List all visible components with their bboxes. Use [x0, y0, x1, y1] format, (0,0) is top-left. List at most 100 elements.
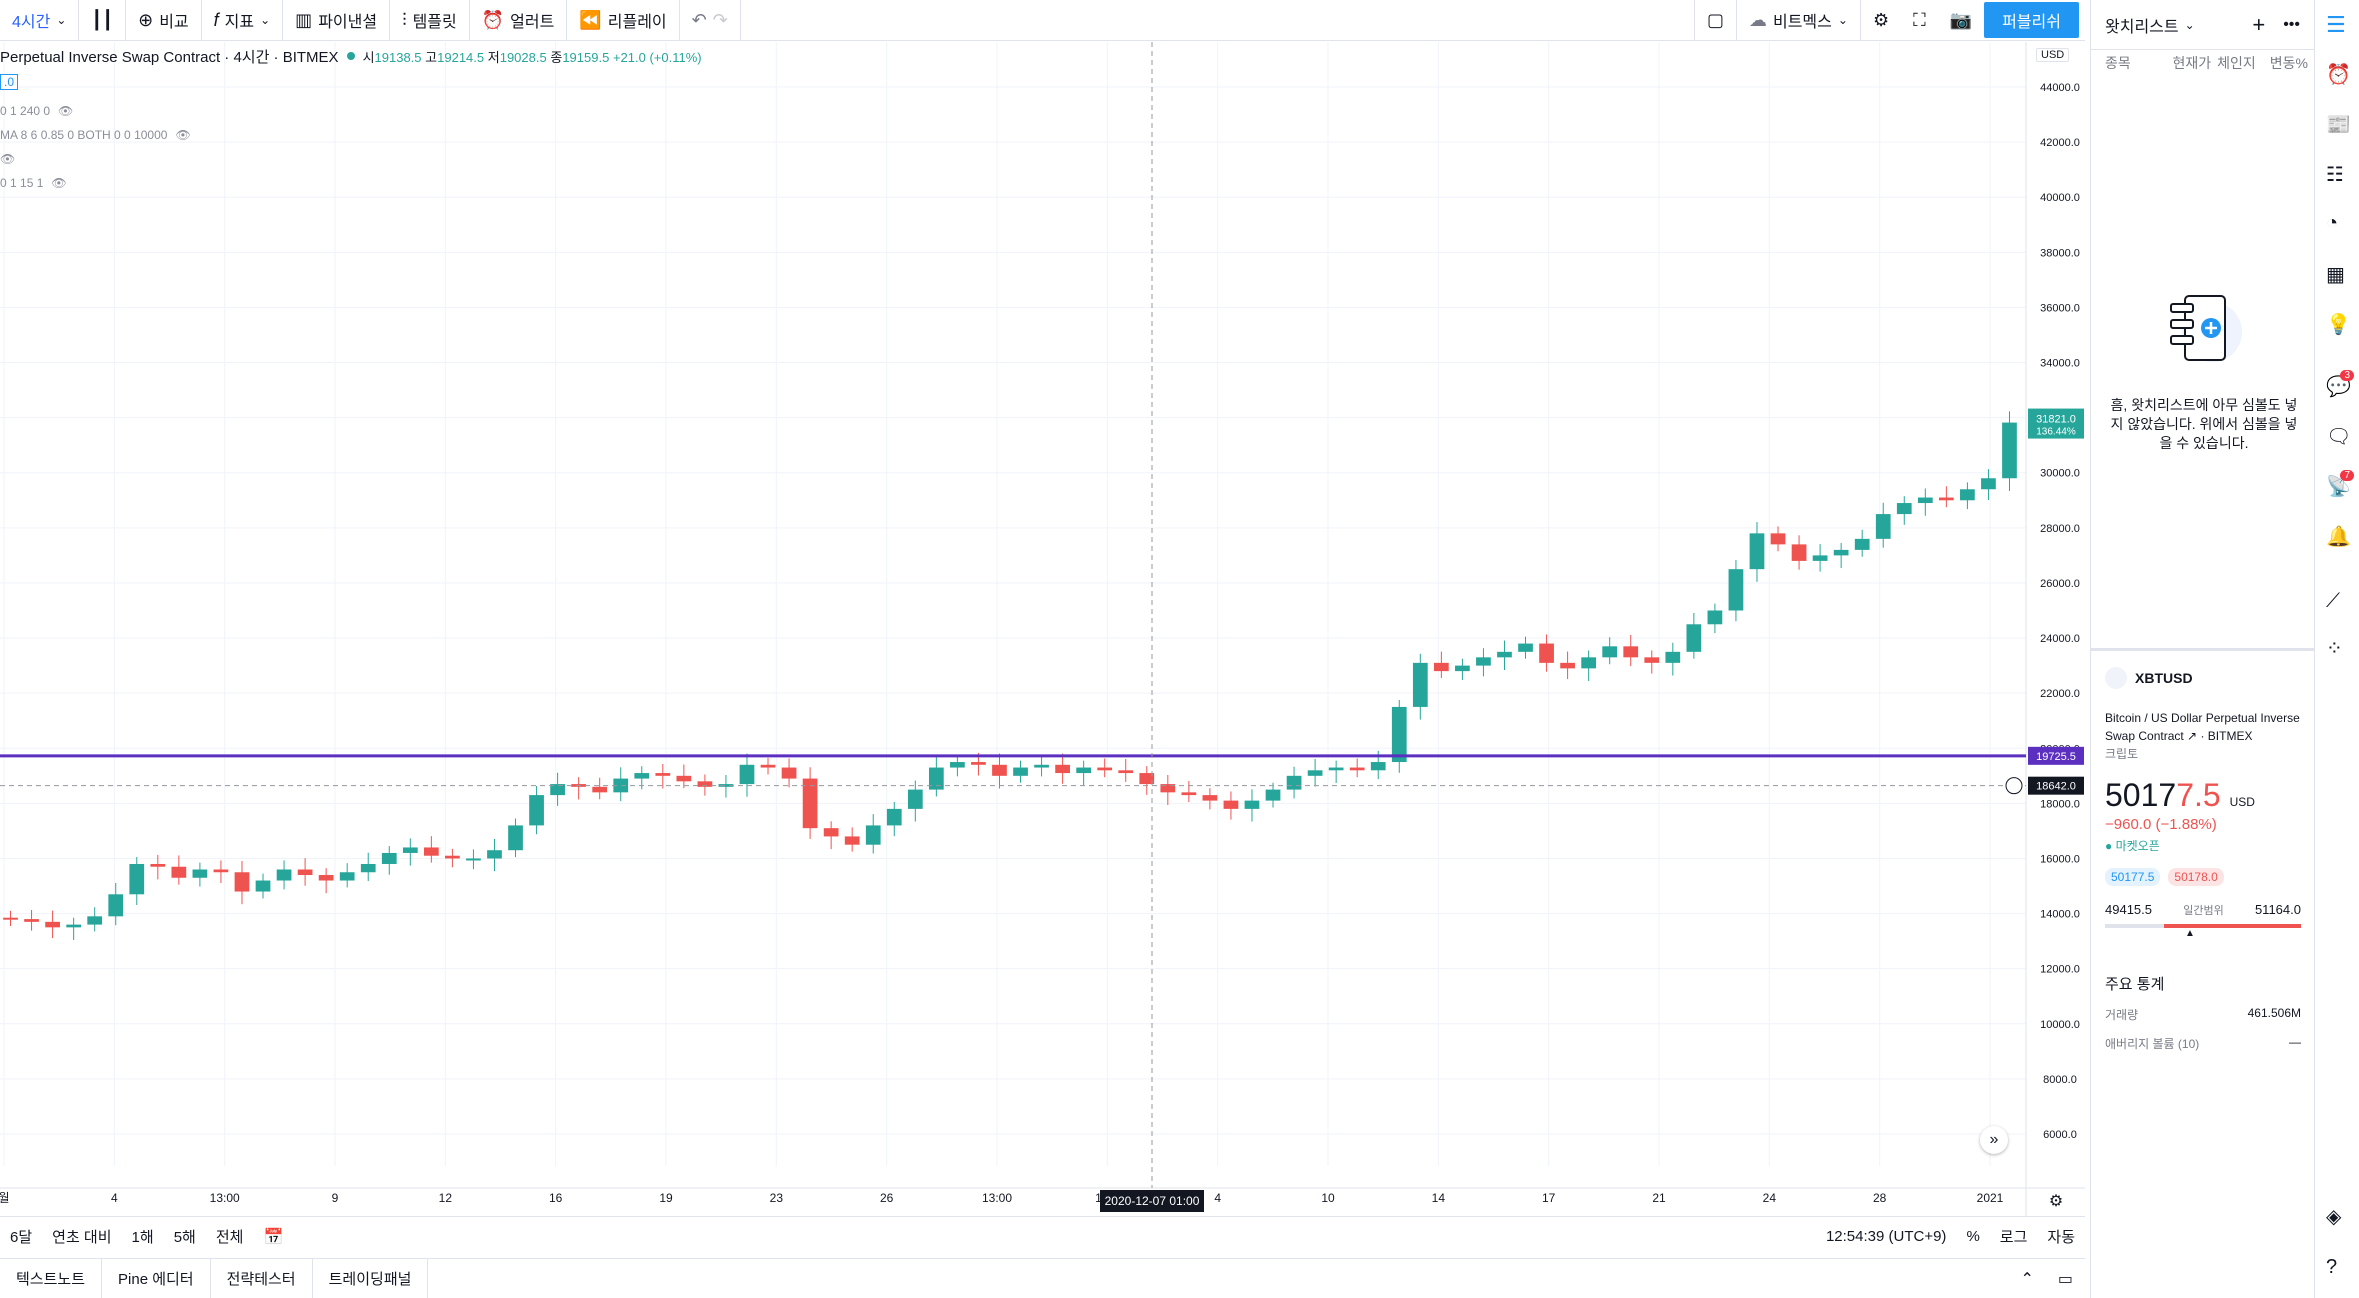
candle-body	[87, 916, 103, 925]
streams-icon[interactable]: 📡 7	[2326, 470, 2354, 498]
top-toolbar: 4시간 ⌄ ┃┃ ⊕ 비교 f 지표 ⌄ ▥ 파이낸셜 ⫶ 템플릿 ⏰ 얼러트 …	[0, 0, 2085, 41]
undo-button[interactable]: ↶ ↷	[680, 0, 741, 41]
dots-grid-icon[interactable]: ⁘	[2326, 638, 2343, 660]
clock[interactable]: 12:54:39 (UTC+9)	[1825, 1228, 1947, 1245]
candle-body	[1938, 497, 1954, 501]
watchlist-title[interactable]: 왓치리스트	[2105, 18, 2179, 36]
range-all[interactable]: 전체	[215, 1229, 244, 1246]
publish-button[interactable]: 퍼블리쉬	[1984, 2, 2079, 38]
currency-select[interactable]: USD	[2036, 48, 2070, 62]
screenshot-button[interactable]: 📷	[1938, 0, 1984, 41]
interval-button[interactable]: 4시간 ⌄	[0, 0, 80, 41]
indicators-button[interactable]: f 지표 ⌄	[202, 0, 284, 41]
symbol-description: Bitcoin / US Dollar Perpetual Inverse Sw…	[2105, 711, 2300, 761]
col-price[interactable]: 현재가	[2172, 55, 2212, 71]
price-tick-label: 24000.0	[2040, 633, 2080, 645]
eye-off-icon[interactable]: 👁	[0, 152, 16, 166]
auto-toggle[interactable]: 자동	[2047, 1229, 2075, 1246]
symbol-exchange[interactable]: BITMEX	[2207, 729, 2253, 743]
range-6m[interactable]: 6달	[10, 1229, 33, 1246]
maximize-panel-icon[interactable]: ▭	[2057, 1270, 2073, 1288]
range-5y[interactable]: 5해	[173, 1229, 196, 1246]
hotlist-icon[interactable]: ◔	[2326, 212, 2339, 234]
lightbulb-icon[interactable]: 💡	[2326, 314, 2351, 336]
price-chart[interactable]: 44000.0 42000.0 40000.0 38000.0 36000.0 34000…	[0, 42, 2085, 1216]
help-icon[interactable]: ?	[2326, 1256, 2338, 1278]
ask-price: 50178.0	[2168, 868, 2224, 886]
layout-select-button[interactable]: ▢	[1693, 0, 1737, 41]
more-icon[interactable]: •••	[2283, 15, 2300, 33]
candle-body	[1560, 662, 1575, 669]
log-toggle[interactable]: 로그	[1999, 1229, 2028, 1246]
replay-button[interactable]: ⏪ 리플레이	[567, 0, 680, 41]
indicator-row[interactable]: 0 1 240 0 👁	[0, 104, 73, 118]
news-icon[interactable]: 📰	[2326, 114, 2351, 136]
settings-button[interactable]: ⚙	[1861, 0, 1901, 41]
layout-name-button[interactable]: ☁ 비트멕스 ⌄	[1737, 0, 1861, 41]
symbol-description[interactable]: Perpetual Inverse Swap Contract · 4시간 · …	[0, 48, 339, 66]
rewind-icon: ⏪	[579, 9, 602, 30]
indicator-row[interactable]: MA 8 6 0.85 0 BOTH 0 0 10000 👁	[0, 128, 191, 142]
col-chain[interactable]: 체인지	[2217, 55, 2256, 71]
eye-off-icon[interactable]: 👁	[51, 176, 67, 190]
watchlist-icon[interactable]: ☰	[2326, 12, 2346, 37]
eye-icon[interactable]: 👁	[58, 104, 74, 118]
add-symbol-icon[interactable]: +	[2252, 11, 2266, 37]
alarm-clock-icon[interactable]: ⏰	[2326, 64, 2351, 86]
alarm-clock-icon: ⏰	[481, 9, 505, 30]
chat-icon[interactable]: 🗨	[2326, 426, 2352, 448]
tab-strategy-tester[interactable]: 전략테스터	[211, 1258, 313, 1298]
tab-pine-editor[interactable]: Pine 에디터	[102, 1258, 211, 1298]
candle-body	[1665, 651, 1681, 663]
financials-button[interactable]: ▥ 파이낸셜	[283, 0, 391, 41]
candle-body	[1623, 646, 1639, 658]
price-tick-label: 8000.0	[2043, 1074, 2077, 1086]
indicator-badge[interactable]: .0	[0, 74, 19, 90]
cloud-icon: ☁	[1748, 9, 1767, 30]
watchlist-columns: 종목 현재가 체인지 변동%	[2091, 50, 2314, 76]
candle-body	[781, 767, 797, 779]
candle-body	[529, 795, 544, 826]
fullscreen-button[interactable]: ⛶	[1901, 0, 1938, 41]
compare-button[interactable]: ⊕ 비교	[126, 0, 202, 41]
notifications-icon[interactable]: 🔔	[2326, 526, 2351, 548]
trend-icon[interactable]: ⟋	[2326, 590, 2340, 612]
chevron-down-icon[interactable]: ⌄	[2184, 17, 2195, 32]
candle-body	[760, 764, 776, 768]
day-range-bar	[2105, 924, 2301, 928]
chart-style-button[interactable]: ┃┃	[79, 0, 127, 41]
right-icon-strip: ☰ ⏰ 📰 ☷ ◔ ▦ 💡 💬 3 🗨 📡 7 🔔 ⟋ ⁘ ◈ ?	[2314, 0, 2359, 1298]
goto-date-icon[interactable]: 📅	[263, 1228, 284, 1246]
add-alert-plus-icon[interactable]	[2005, 777, 2023, 795]
tab-trading-panel[interactable]: 트레이딩패널	[313, 1258, 429, 1298]
col-pct[interactable]: 변동%	[2269, 55, 2308, 71]
empty-watchlist-illustration-icon	[2170, 295, 2242, 362]
indicator-row[interactable]: 0 1 15 1 👁	[0, 176, 67, 190]
chevron-up-icon[interactable]: ⌃	[2020, 1270, 2034, 1288]
ideas-icon[interactable]: 💬 3	[2326, 370, 2354, 398]
redo-icon[interactable]: ↷	[712, 9, 728, 30]
percent-toggle[interactable]: %	[1966, 1228, 1980, 1245]
layout-name: 비트멕스	[1772, 14, 1832, 31]
indicator-row[interactable]: 👁	[0, 152, 15, 166]
range-ytd[interactable]: 연초 대비	[52, 1229, 112, 1246]
range-1y[interactable]: 1해	[131, 1229, 154, 1246]
layers-icon[interactable]: ◈	[2326, 1206, 2342, 1228]
calendar-icon[interactable]: ▦	[2326, 264, 2345, 286]
data-window-icon[interactable]: ☷	[2326, 164, 2344, 186]
avg-volume-stat: 애버리지 볼륨 (10) —	[2105, 1035, 2301, 1052]
scroll-to-realtime-button[interactable]: »	[1980, 1126, 2008, 1154]
candle-body	[844, 836, 860, 845]
open-label: 시	[362, 49, 375, 65]
price-change: −960.0 (−1.88%)	[2105, 816, 2217, 833]
symbol-header[interactable]: XBTUSD	[2105, 667, 2301, 689]
col-symbol[interactable]: 종목	[2105, 55, 2131, 71]
external-link-icon[interactable]: ↗	[2187, 729, 2198, 743]
alert-button[interactable]: ⏰ 얼러트	[470, 0, 568, 41]
axis-settings-gear-icon[interactable]: ⚙	[2049, 1193, 2063, 1210]
tab-text-notes[interactable]: 텍스트노트	[0, 1258, 103, 1298]
templates-button[interactable]: ⫶ 템플릿	[390, 0, 470, 41]
eye-off-icon[interactable]: 👁	[175, 128, 191, 142]
candle-body	[45, 921, 60, 928]
low-value: 19028.5	[499, 49, 547, 65]
